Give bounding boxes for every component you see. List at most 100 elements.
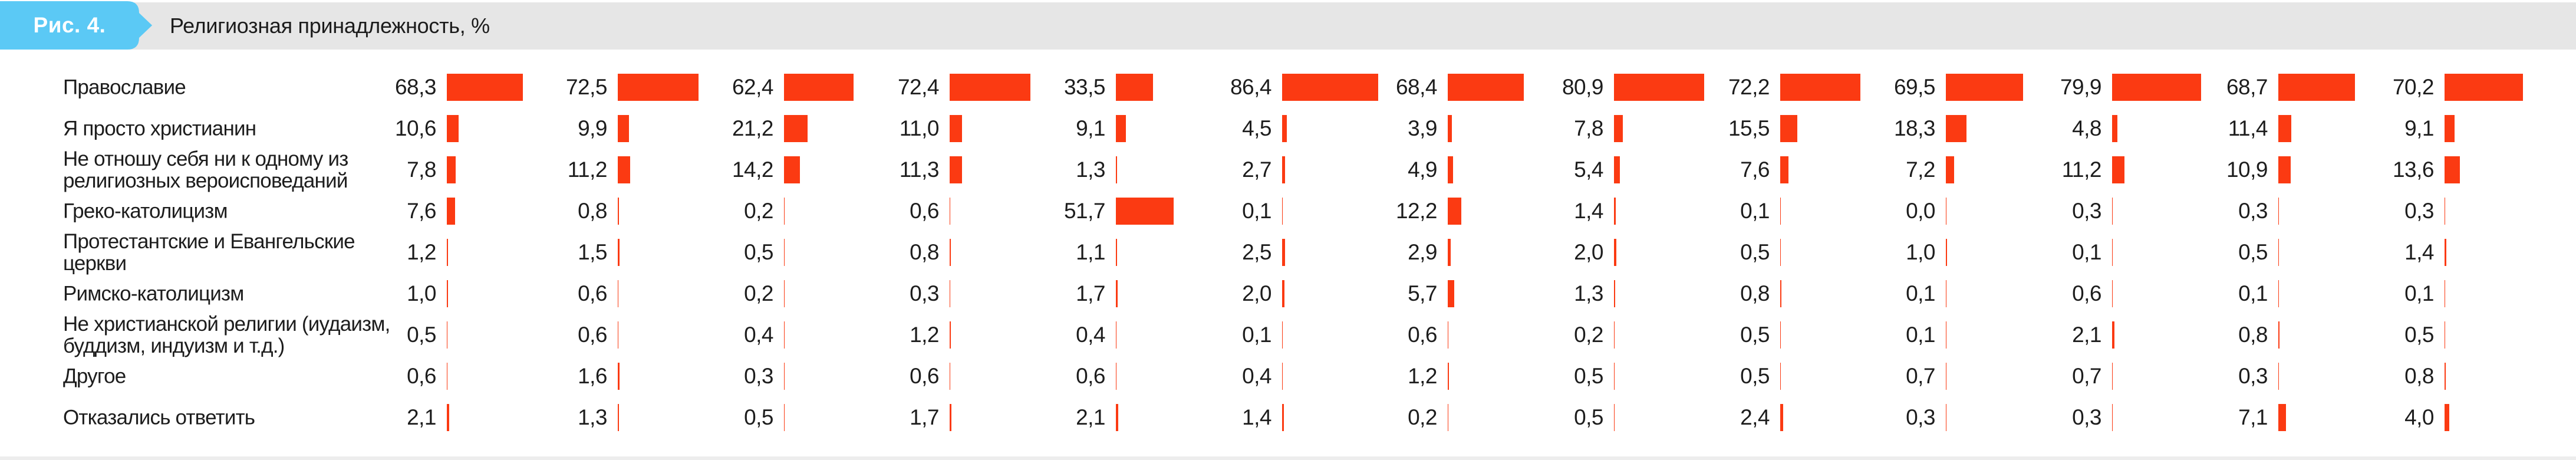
value-bar (1282, 239, 1285, 266)
value-bar (2445, 115, 2455, 142)
value-label: 0,6 (407, 364, 436, 388)
value-label: 7,8 (407, 157, 436, 182)
value-label: 69,5 (1893, 75, 1936, 99)
value-label: 0,3 (2404, 199, 2434, 223)
row-label: Православие (63, 75, 186, 99)
value-label: 0,5 (407, 323, 436, 347)
value-label: 79,9 (2060, 75, 2102, 99)
value-label: 7,6 (1740, 157, 1770, 182)
value-bar (1614, 74, 1704, 101)
value-label: 4,9 (1408, 157, 1437, 182)
value-bar (2278, 115, 2291, 142)
value-label: 0,5 (1574, 405, 1603, 429)
value-label: 1,4 (2404, 240, 2434, 264)
value-bar (1116, 198, 1174, 225)
value-bar (1614, 363, 1615, 390)
value-label: 1,2 (407, 240, 436, 264)
chart-row: Другое 0,6 1,6 0,3 0,6 0,6 0,4 1,2 0,5 0,5 0,7 0,7 0… (0, 356, 2576, 397)
value-bar (447, 404, 449, 431)
value-label: 2,1 (407, 405, 436, 429)
value-label: 0,8 (910, 240, 939, 264)
value-bar (1116, 115, 1126, 142)
value-label: 0,2 (1574, 323, 1603, 347)
value-bar (1448, 363, 1450, 390)
value-bar (1780, 404, 1783, 431)
value-label: 0,4 (1076, 323, 1105, 347)
value-bar (2278, 198, 2279, 225)
value-label: 86,4 (1230, 75, 1272, 99)
value-bar (1448, 115, 1452, 142)
value-label: 0,1 (2072, 240, 2101, 264)
header-band (0, 2, 2576, 50)
bottom-strip (0, 456, 2576, 460)
value-bar (1448, 239, 1451, 266)
value-bar (784, 404, 785, 431)
value-bar (1946, 115, 1966, 142)
chart-row: Греко-католицизм 7,6 0,8 0,2 0,6 51,7 0,1 12,2 1… (0, 190, 2576, 232)
value-label: 0,6 (2072, 281, 2101, 305)
value-bar (950, 115, 962, 142)
value-label: 2,9 (1408, 240, 1437, 264)
value-label: 0,1 (1740, 199, 1770, 223)
value-label: 0,5 (744, 405, 773, 429)
value-bar (1946, 156, 1954, 183)
value-label: 0,3 (1906, 405, 1935, 429)
value-label: 0,5 (744, 240, 773, 264)
value-bar (618, 404, 620, 431)
value-bar (1448, 156, 1454, 183)
value-label: 0,2 (744, 281, 773, 305)
value-label: 7,6 (407, 199, 436, 223)
value-label: 2,0 (1242, 281, 1271, 305)
value-label: 0,5 (1574, 364, 1603, 388)
value-bar (2445, 404, 2449, 431)
figure-number-label: Рис. 4. (33, 13, 106, 37)
value-label: 0,8 (2238, 323, 2268, 347)
chart-row: Православие 68,3 72,5 62,4 72,4 33,5 86,4 68,4 8… (0, 67, 2576, 108)
row-label: Протестантские и Евангельские церкви (63, 230, 355, 275)
value-label: 68,7 (2226, 75, 2268, 99)
value-label: 1,0 (1906, 240, 1935, 264)
value-bar (447, 74, 523, 101)
value-bar (2445, 74, 2523, 101)
value-label: 70,2 (2392, 75, 2435, 99)
value-label: 0,7 (2072, 364, 2101, 388)
value-bar (618, 363, 620, 390)
row-label: Другое (63, 364, 126, 388)
value-bar (2112, 363, 2113, 390)
value-label: 62,4 (732, 75, 774, 99)
value-bar (2112, 280, 2113, 307)
value-bar (1282, 156, 1286, 183)
value-label: 7,8 (1574, 116, 1603, 140)
value-label: 72,2 (1728, 75, 1770, 99)
value-bar (1116, 74, 1154, 101)
value-bar (2445, 156, 2460, 183)
value-bar (2112, 74, 2201, 101)
value-bar (1448, 198, 1462, 225)
value-label: 0,6 (578, 281, 607, 305)
value-bar (2278, 404, 2287, 431)
value-bar (1780, 280, 1781, 307)
row-label: Не отношу себя ни к одному из религиозны… (63, 147, 348, 192)
value-label: 0,7 (1906, 364, 1935, 388)
value-label: 68,4 (1395, 75, 1438, 99)
value-bar (447, 198, 456, 225)
value-bar (1780, 156, 1789, 183)
value-bar (2112, 156, 2125, 183)
value-label: 72,5 (565, 75, 608, 99)
value-label: 0,1 (2238, 281, 2268, 305)
value-label: 2,0 (1574, 240, 1603, 264)
value-bar (1780, 198, 1781, 225)
value-label: 5,4 (1574, 157, 1603, 182)
value-label: 9,1 (1076, 116, 1105, 140)
value-label: 0,4 (744, 323, 773, 347)
value-label: 0,3 (910, 281, 939, 305)
value-bar (784, 74, 854, 101)
value-label: 13,6 (2392, 157, 2435, 182)
value-label: 9,1 (2404, 116, 2434, 140)
value-bar (1946, 239, 1947, 266)
value-label: 1,7 (910, 405, 939, 429)
value-bar (1282, 198, 1283, 225)
value-label: 10,6 (394, 116, 437, 140)
value-label: 0,3 (2072, 199, 2101, 223)
